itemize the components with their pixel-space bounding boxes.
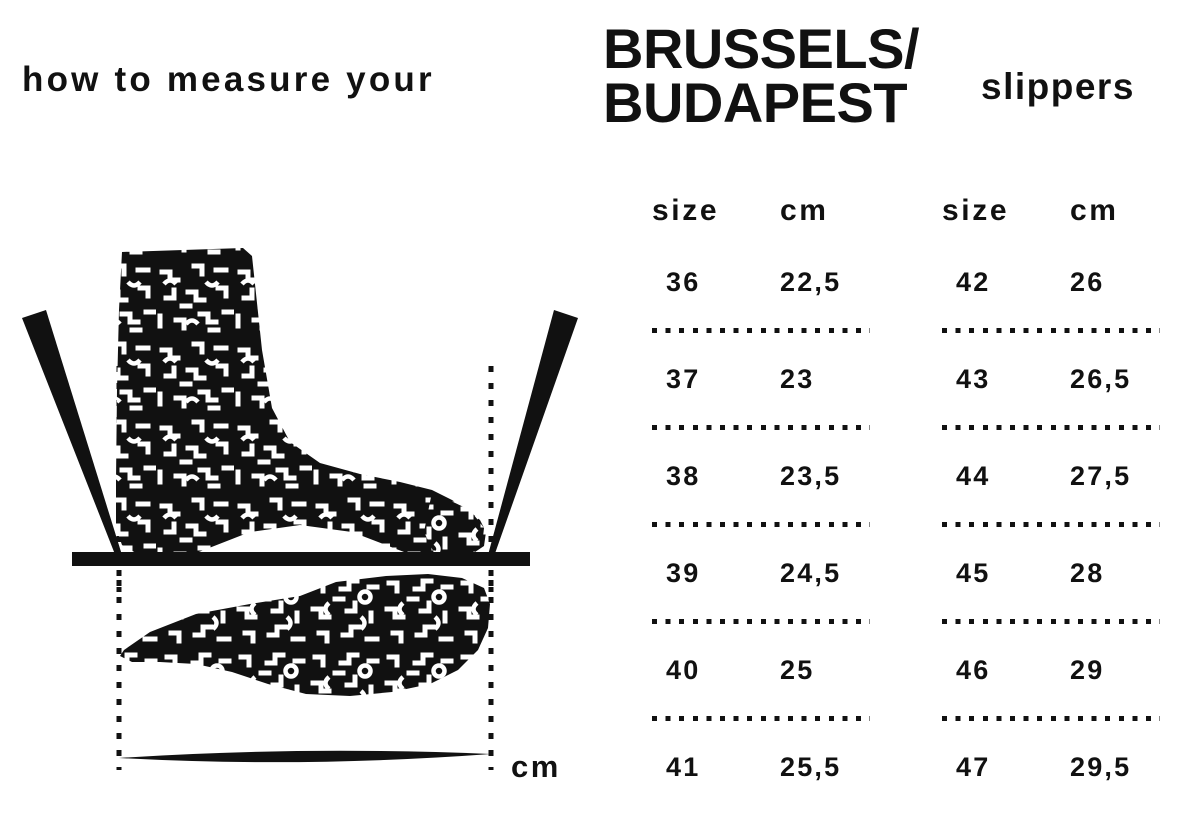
cell-size: 47 <box>956 751 991 782</box>
cell-size: 46 <box>956 654 991 685</box>
measurement-illustration: cm <box>0 180 600 825</box>
cell-cm: 25,5 <box>780 751 842 782</box>
cell-cm: 23,5 <box>780 460 842 491</box>
row-divider <box>652 407 892 448</box>
table-header-row-right: size cm <box>942 196 1182 254</box>
divider-dots <box>652 425 870 430</box>
divider-dots <box>942 522 1160 527</box>
row-divider <box>652 698 892 739</box>
cell-cm: 26,5 <box>1070 363 1132 394</box>
table-body-right: 42 26 43 26,5 44 27,5 45 28 46 29 <box>942 254 1182 795</box>
caliper-left-icon <box>22 310 122 562</box>
cell-cm: 27,5 <box>1070 460 1132 491</box>
cell-cm: 26 <box>1070 266 1105 297</box>
table-row: 39 24,5 <box>652 545 892 601</box>
foot-toe-detail <box>424 492 484 557</box>
divider-dots <box>652 716 870 721</box>
length-measure-arrow <box>119 750 491 763</box>
cell-cm: 24,5 <box>780 557 842 588</box>
cell-cm: 29 <box>1070 654 1105 685</box>
table-row: 41 25,5 <box>652 739 892 795</box>
column-header-size: size <box>942 194 1010 227</box>
divider-dots <box>652 328 870 333</box>
table-row: 45 28 <box>942 545 1182 601</box>
column-header-cm: cm <box>780 194 829 227</box>
page-headline: how to measure your <box>22 60 435 99</box>
row-divider <box>942 310 1182 351</box>
divider-dots <box>942 716 1160 721</box>
divider-dots <box>942 328 1160 333</box>
cell-size: 37 <box>666 363 701 394</box>
size-table-left: size cm 36 22,5 37 23 38 23,5 39 24,5 <box>652 196 892 795</box>
cell-size: 38 <box>666 460 701 491</box>
foot-sole-silhouette <box>120 574 490 696</box>
table-header-row-left: size cm <box>652 196 892 254</box>
table-row: 46 29 <box>942 642 1182 698</box>
foot-measurement-diagram <box>22 248 578 770</box>
table-body-left: 36 22,5 37 23 38 23,5 39 24,5 40 25 <box>652 254 892 795</box>
foot-arch-cutout <box>186 525 404 559</box>
cell-cm: 29,5 <box>1070 751 1132 782</box>
divider-dots <box>652 619 870 624</box>
table-row: 42 26 <box>942 254 1182 310</box>
row-divider <box>942 407 1182 448</box>
cell-size: 39 <box>666 557 701 588</box>
row-divider <box>942 601 1182 642</box>
cell-cm: 22,5 <box>780 266 842 297</box>
divider-dots <box>942 425 1160 430</box>
brand-title-line-1: BRUSSELS/ <box>603 17 920 80</box>
table-row: 36 22,5 <box>652 254 892 310</box>
brand-title: BRUSSELS/ BUDAPEST <box>603 17 920 135</box>
table-row: 38 23,5 <box>652 448 892 504</box>
cell-size: 41 <box>666 751 701 782</box>
cell-cm: 25 <box>780 654 815 685</box>
cell-cm: 28 <box>1070 557 1105 588</box>
table-row: 43 26,5 <box>942 351 1182 407</box>
table-row: 37 23 <box>652 351 892 407</box>
ground-line <box>72 552 530 566</box>
row-divider <box>942 504 1182 545</box>
header: how to measure your BRUSSELS/ BUDAPEST s… <box>0 0 1200 175</box>
row-divider <box>652 504 892 545</box>
column-header-cm: cm <box>1070 194 1119 227</box>
size-tables: size cm 36 22,5 37 23 38 23,5 39 24,5 <box>630 196 1200 825</box>
unit-label-cm: cm <box>511 749 561 784</box>
cell-size: 36 <box>666 266 701 297</box>
table-row: 40 25 <box>652 642 892 698</box>
cell-size: 43 <box>956 363 991 394</box>
foot-side-silhouette <box>116 248 486 559</box>
size-table-right: size cm 42 26 43 26,5 44 27,5 45 28 <box>942 196 1182 795</box>
divider-dots <box>652 522 870 527</box>
table-row: 47 29,5 <box>942 739 1182 795</box>
row-divider <box>652 310 892 351</box>
table-row: 44 27,5 <box>942 448 1182 504</box>
brand-title-line-2: BUDAPEST <box>603 71 908 135</box>
caliper-right-icon <box>488 310 578 562</box>
column-header-size: size <box>652 194 720 227</box>
row-divider <box>942 698 1182 739</box>
divider-dots <box>942 619 1160 624</box>
cell-size: 44 <box>956 460 991 491</box>
cell-size: 40 <box>666 654 701 685</box>
cell-size: 45 <box>956 557 991 588</box>
product-type-label: slippers <box>981 66 1135 107</box>
cell-size: 42 <box>956 266 991 297</box>
cell-cm: 23 <box>780 363 815 394</box>
row-divider <box>652 601 892 642</box>
